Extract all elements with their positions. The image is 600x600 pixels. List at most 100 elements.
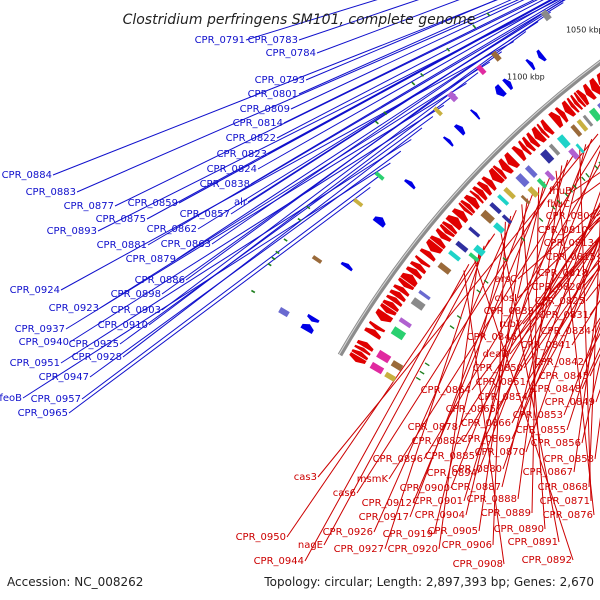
leader-line xyxy=(52,0,498,176)
plus-gene-label: CPR_0875 xyxy=(96,214,146,225)
minus-strand-gene-arrow xyxy=(349,352,367,364)
accession-text: Accession: NC_008262 xyxy=(7,575,143,589)
minus-gene-label: CPR_0813 xyxy=(544,238,594,249)
feature-box-inner-2 xyxy=(568,147,580,160)
minus-gene-label: cas3 xyxy=(294,472,317,483)
minus-gene-label: CPR_0867 xyxy=(523,467,573,478)
minus-strand-gene-arrow xyxy=(429,235,446,250)
plus-gene-label: CPR_0791 xyxy=(195,35,245,46)
feature-box-inner xyxy=(524,165,538,178)
feature-box-inner-2 xyxy=(501,214,513,225)
feature-box-outer xyxy=(491,50,502,62)
plus-gene-label: CPR_0884 xyxy=(2,170,52,181)
minus-strand-gene-arrow xyxy=(400,272,418,288)
leader-line xyxy=(517,216,600,299)
minus-strand-gene-arrow xyxy=(596,72,600,86)
minus-gene-label: CPR_0858 xyxy=(544,454,594,465)
leader-line xyxy=(69,104,445,343)
marker-tick xyxy=(486,12,491,17)
minus-strand-gene-arrow xyxy=(589,77,600,95)
leader-line xyxy=(317,133,599,478)
minus-gene-label: CPR_0900 xyxy=(400,483,450,494)
plus-gene-label: CPR_0801 xyxy=(248,89,298,100)
plus-gene-label: CPR_0898 xyxy=(111,289,161,300)
plus-gene-label: CPR_0824 xyxy=(207,164,257,175)
backbone-arc xyxy=(337,59,600,357)
minus-gene-label: CPR_0890 xyxy=(494,524,544,535)
marker-tick xyxy=(556,199,562,205)
plus-strand-gene-arrow xyxy=(300,323,314,334)
minus-gene-label: CPR_0855 xyxy=(516,425,566,436)
minus-gene-label: CPR_0891 xyxy=(508,537,558,548)
marker-tick xyxy=(572,184,578,189)
minus-gene-label: CPR_0804 xyxy=(546,211,596,222)
minus-strand-gene-arrow xyxy=(554,107,569,123)
marker-tick xyxy=(251,289,256,294)
minus-gene-label: CPR_0856 xyxy=(531,438,581,449)
leader-line xyxy=(197,2,564,230)
plus-gene-label: CPR_0940 xyxy=(19,337,69,348)
feature-box-inner-2 xyxy=(575,143,585,154)
leader-line xyxy=(276,0,544,139)
minus-strand-gene-arrow xyxy=(488,167,505,184)
minus-strand-gene-arrow xyxy=(511,145,527,162)
minus-strand-gene-arrow xyxy=(540,119,555,135)
minus-gene-label: fhuB xyxy=(549,186,572,197)
feature-box-inner xyxy=(468,226,481,238)
plus-gene-label: CPR_0877 xyxy=(64,201,114,212)
minus-strand-gene-arrow xyxy=(566,97,580,113)
summary-text: Topology: circular; Length: 2,897,393 bp… xyxy=(263,575,594,589)
leader-line xyxy=(409,192,534,518)
minus-gene-label: CPR_0853 xyxy=(513,410,563,421)
leader-line xyxy=(566,325,600,431)
feature-box-inner-2 xyxy=(468,252,480,263)
minus-gene-label: CPR_0841 xyxy=(521,340,571,351)
leader-line xyxy=(257,0,557,170)
minus-gene-label: CPR_0865 xyxy=(446,404,496,415)
minus-strand-gene-arrow xyxy=(414,255,431,268)
minus-strand-gene-arrow xyxy=(518,140,532,156)
minus-gene-label: CPR_0876 xyxy=(543,510,593,521)
feature-box-inner-2 xyxy=(493,222,506,234)
minus-gene-label: CPR_0912 xyxy=(362,498,412,509)
plus-gene-label: CPR_0947 xyxy=(39,372,89,383)
leader-line xyxy=(146,0,551,220)
minus-gene-label: CPR_0904 xyxy=(415,510,465,521)
leader-line xyxy=(99,61,491,309)
leader-line xyxy=(463,159,569,502)
minus-gene-label: CPR_0815 xyxy=(546,252,596,263)
minus-strand-gene-arrow xyxy=(382,299,399,313)
feature-box-inner xyxy=(418,289,431,301)
marker-tick xyxy=(564,192,569,197)
minus-strand-gene-arrow xyxy=(476,181,493,196)
minus-strand-gene-arrow xyxy=(380,302,397,316)
minus-gene-label: CPR_0882 xyxy=(412,436,462,447)
feature-box-inner xyxy=(489,202,502,215)
leader-line xyxy=(522,235,600,325)
plus-gene-label: CPR_0903 xyxy=(111,305,161,316)
feature-box-inner xyxy=(588,107,600,122)
leader-line xyxy=(462,204,600,442)
plus-gene-label: CPR_0783 xyxy=(248,35,298,46)
minus-strand-gene-arrow xyxy=(435,228,452,242)
marker-tick xyxy=(415,376,421,381)
minus-gene-label: CPR_0869 xyxy=(461,434,511,445)
feature-box-inner xyxy=(398,317,412,329)
minus-gene-label: CPR_0896 xyxy=(373,454,423,465)
minus-strand-gene-arrow xyxy=(460,199,476,214)
minus-gene-label: CPR_0849 xyxy=(545,397,595,408)
leader-line xyxy=(290,0,525,110)
minus-gene-label: CPR_0834 xyxy=(541,326,591,337)
marker-tick xyxy=(456,315,462,319)
marker-tick xyxy=(446,47,451,52)
minus-gene-label: rubY xyxy=(499,319,523,330)
plus-strand-gene-arrow xyxy=(536,49,547,62)
feature-box-outer xyxy=(374,171,385,181)
marker-tick xyxy=(306,205,311,210)
leader-line xyxy=(531,187,540,514)
leader-line xyxy=(511,236,600,440)
leader-line xyxy=(81,174,381,400)
leader-line xyxy=(563,320,600,416)
backbone-highlight xyxy=(338,60,600,355)
marker-tick xyxy=(472,24,477,29)
